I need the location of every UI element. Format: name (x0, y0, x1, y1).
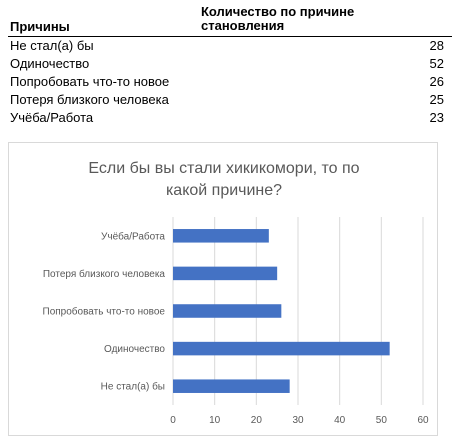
row-count: 25 (429, 92, 444, 107)
bar[interactable] (173, 341, 390, 356)
chart-area[interactable]: Если бы вы стали хикикомори, то по какой… (8, 142, 438, 436)
row-count: 52 (429, 56, 444, 71)
table-row: Учёба/Работа 23 (8, 109, 452, 127)
bar-chart: Если бы вы стали хикикомори, то по какой… (43, 160, 429, 426)
x-tick-label: 50 (376, 415, 388, 426)
bar[interactable] (173, 266, 278, 281)
table-row: Одиночество 52 (8, 55, 452, 73)
row-reason: Не стал(а) бы (10, 38, 94, 53)
row-reason: Попробовать что-то новое (10, 74, 170, 89)
row-reason: Учёба/Работа (10, 110, 94, 125)
bar[interactable] (173, 229, 269, 243)
row-count: 26 (429, 74, 444, 89)
table-row: Потеря близкого человека 25 (8, 91, 452, 109)
chart-title-line2: какой причине? (166, 182, 282, 199)
x-tick-label: 20 (251, 415, 263, 426)
category-label: Не стал(а) бы (101, 381, 165, 393)
row-count: 28 (429, 38, 444, 53)
header-count-line2: становления (201, 18, 285, 33)
chart-title-line1: Если бы вы стали хикикомори, то по (88, 160, 359, 177)
x-tick-label: 30 (292, 415, 304, 426)
bar[interactable] (173, 379, 290, 393)
row-count: 23 (429, 110, 444, 125)
bars (173, 229, 390, 393)
header-reasons: Причины (10, 19, 70, 34)
table-row: Попробовать что-то новое 26 (8, 73, 452, 91)
row-reason: Потеря близкого человека (10, 92, 169, 107)
header-count-line1: Количество по причине (201, 4, 355, 19)
category-label: Одиночество (104, 344, 165, 355)
row-reason: Одиночество (10, 56, 90, 71)
category-label: Попробовать что-то новое (43, 306, 166, 318)
table-header: Причины Количество по причине становлени… (8, 4, 452, 37)
x-tick-label: 40 (334, 415, 346, 426)
category-label: Потеря близкого человека (43, 268, 166, 280)
category-label: Учёба/Работа (101, 230, 165, 242)
x-tick-label: 0 (170, 415, 176, 426)
bar[interactable] (173, 304, 282, 318)
x-tick-label: 10 (209, 415, 221, 426)
header-count: Количество по причине становления (201, 5, 401, 33)
data-table: Причины Количество по причине становлени… (8, 4, 452, 127)
category-labels: Не стал(а) бы Одиночество Попробовать что-… (43, 230, 166, 392)
x-tick-labels: 0 10 20 30 40 50 60 (170, 415, 429, 426)
x-tick-label: 60 (417, 415, 429, 426)
table-row: Не стал(а) бы 28 (8, 37, 452, 55)
